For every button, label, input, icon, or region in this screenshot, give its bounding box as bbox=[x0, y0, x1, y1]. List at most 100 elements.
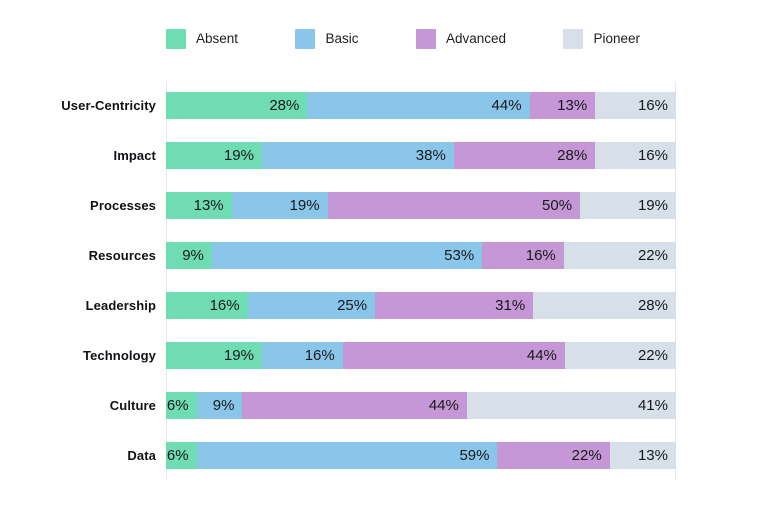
category-label: Data bbox=[127, 448, 156, 463]
segment-pioneer[interactable]: 16% bbox=[595, 92, 676, 119]
segment-absent[interactable]: 16% bbox=[166, 292, 248, 319]
stacked-bar: 6% 9% 44% 41% bbox=[166, 392, 676, 419]
category-label: Impact bbox=[113, 148, 156, 163]
segment-absent[interactable]: 13% bbox=[166, 192, 232, 219]
value-label: 22% bbox=[571, 447, 602, 464]
legend-item-advanced[interactable]: Advanced bbox=[415, 29, 506, 49]
chart-row-processes: Processes 13% 19% 50% 19% bbox=[90, 182, 676, 232]
value-label: 16% bbox=[525, 247, 556, 264]
segment-pioneer[interactable]: 13% bbox=[609, 442, 676, 469]
segment-advanced[interactable]: 44% bbox=[242, 392, 467, 419]
legend: Absent Basic Advanced Pioneer bbox=[166, 29, 640, 49]
category-label: Culture bbox=[109, 398, 156, 413]
segment-pioneer[interactable]: 41% bbox=[466, 392, 676, 419]
value-label: 19% bbox=[223, 347, 254, 364]
category-label: Processes bbox=[90, 198, 156, 213]
value-label: 6% bbox=[166, 447, 189, 464]
value-label: 13% bbox=[637, 447, 668, 464]
chart-row-impact: Impact 19% 38% 28% 16% bbox=[113, 132, 676, 182]
chart-row-leadership: Leadership 16% 25% 31% 28% bbox=[86, 282, 676, 332]
value-label: 44% bbox=[491, 97, 522, 114]
segment-pioneer[interactable]: 22% bbox=[563, 242, 676, 269]
segment-absent[interactable]: 6% bbox=[166, 442, 197, 469]
value-label: 44% bbox=[526, 347, 557, 364]
category-label: User-Centricity bbox=[61, 98, 156, 113]
segment-basic[interactable]: 44% bbox=[307, 92, 530, 119]
segment-advanced[interactable]: 31% bbox=[375, 292, 534, 319]
segment-advanced[interactable]: 22% bbox=[497, 442, 610, 469]
segment-absent[interactable]: 19% bbox=[166, 342, 262, 369]
segment-absent[interactable]: 9% bbox=[166, 242, 212, 269]
value-label: 13% bbox=[193, 197, 224, 214]
chart-row-data: Data 6% 59% 22% 13% bbox=[127, 432, 676, 482]
segment-pioneer[interactable]: 22% bbox=[564, 342, 676, 369]
segment-advanced[interactable]: 50% bbox=[327, 192, 581, 219]
stacked-bar: 19% 38% 28% 16% bbox=[166, 142, 676, 169]
segment-advanced[interactable]: 13% bbox=[529, 92, 596, 119]
value-label: 28% bbox=[637, 297, 668, 314]
value-label: 59% bbox=[459, 447, 490, 464]
segment-basic[interactable]: 9% bbox=[196, 392, 243, 419]
value-label: 28% bbox=[557, 147, 588, 164]
segment-advanced[interactable]: 44% bbox=[342, 342, 565, 369]
segment-absent[interactable]: 19% bbox=[166, 142, 262, 169]
segment-pioneer[interactable]: 28% bbox=[533, 292, 676, 319]
segment-basic[interactable]: 53% bbox=[211, 242, 483, 269]
segment-basic[interactable]: 19% bbox=[231, 192, 328, 219]
legend-label: Advanced bbox=[445, 31, 506, 46]
value-label: 6% bbox=[166, 397, 189, 414]
segment-advanced[interactable]: 28% bbox=[453, 142, 596, 169]
value-label: 41% bbox=[637, 397, 668, 414]
value-label: 16% bbox=[637, 97, 668, 114]
value-label: 19% bbox=[289, 197, 320, 214]
value-label: 44% bbox=[428, 397, 459, 414]
segment-absent[interactable]: 6% bbox=[166, 392, 197, 419]
stacked-bar: 19% 16% 44% 22% bbox=[166, 342, 676, 369]
value-label: 31% bbox=[495, 297, 526, 314]
value-label: 19% bbox=[223, 147, 254, 164]
segment-advanced[interactable]: 16% bbox=[482, 242, 564, 269]
stacked-bar: 16% 25% 31% 28% bbox=[166, 292, 676, 319]
value-label: 53% bbox=[444, 247, 475, 264]
segment-pioneer[interactable]: 16% bbox=[595, 142, 676, 169]
legend-item-basic[interactable]: Basic bbox=[295, 29, 359, 49]
segment-basic[interactable]: 25% bbox=[247, 292, 376, 319]
stacked-bar: 13% 19% 50% 19% bbox=[166, 192, 676, 219]
value-label: 22% bbox=[637, 247, 668, 264]
value-label: 13% bbox=[557, 97, 588, 114]
rows-container: User-Centricity 28% 44% 13% 16% Impact 19% 38% 2… bbox=[61, 82, 676, 482]
legend-swatch-absent bbox=[166, 29, 186, 49]
value-label: 16% bbox=[637, 147, 668, 164]
legend-swatch-basic bbox=[295, 29, 316, 49]
value-label: 28% bbox=[269, 97, 300, 114]
segment-basic[interactable]: 38% bbox=[261, 142, 454, 169]
chart-row-technology: Technology 19% 16% 44% 22% bbox=[83, 332, 676, 382]
legend-label: Absent bbox=[196, 31, 239, 46]
legend-swatch-advanced bbox=[415, 29, 436, 49]
legend-label: Basic bbox=[325, 31, 359, 46]
chart-row-culture: Culture 6% 9% 44% 41% bbox=[110, 382, 676, 432]
value-label: 22% bbox=[637, 347, 668, 364]
chart-row-user-centricity: User-Centricity 28% 44% 13% 16% bbox=[61, 82, 676, 132]
category-label: Resources bbox=[88, 248, 156, 263]
segment-absent[interactable]: 28% bbox=[166, 92, 308, 119]
value-label: 25% bbox=[337, 297, 368, 314]
segment-basic[interactable]: 59% bbox=[196, 442, 498, 469]
stacked-bar: 28% 44% 13% 16% bbox=[166, 92, 676, 119]
segment-pioneer[interactable]: 19% bbox=[580, 192, 676, 219]
value-label: 9% bbox=[212, 397, 235, 414]
legend-item-pioneer[interactable]: Pioneer bbox=[563, 29, 640, 49]
stacked-bar: 6% 59% 22% 13% bbox=[166, 442, 676, 469]
legend-item-absent[interactable]: Absent bbox=[166, 29, 238, 49]
category-label: Technology bbox=[83, 348, 156, 363]
value-label: 16% bbox=[304, 347, 335, 364]
value-label: 19% bbox=[637, 197, 668, 214]
legend-label: Pioneer bbox=[593, 31, 640, 46]
segment-basic[interactable]: 16% bbox=[261, 342, 343, 369]
plot-area: User-Centricity 28% 44% 13% 16% Impact 19% 38% 2… bbox=[61, 82, 676, 482]
stacked-bar: 9% 53% 16% 22% bbox=[166, 242, 676, 269]
value-label: 16% bbox=[209, 297, 240, 314]
gridline-100pct bbox=[675, 82, 676, 480]
value-label: 50% bbox=[542, 197, 573, 214]
